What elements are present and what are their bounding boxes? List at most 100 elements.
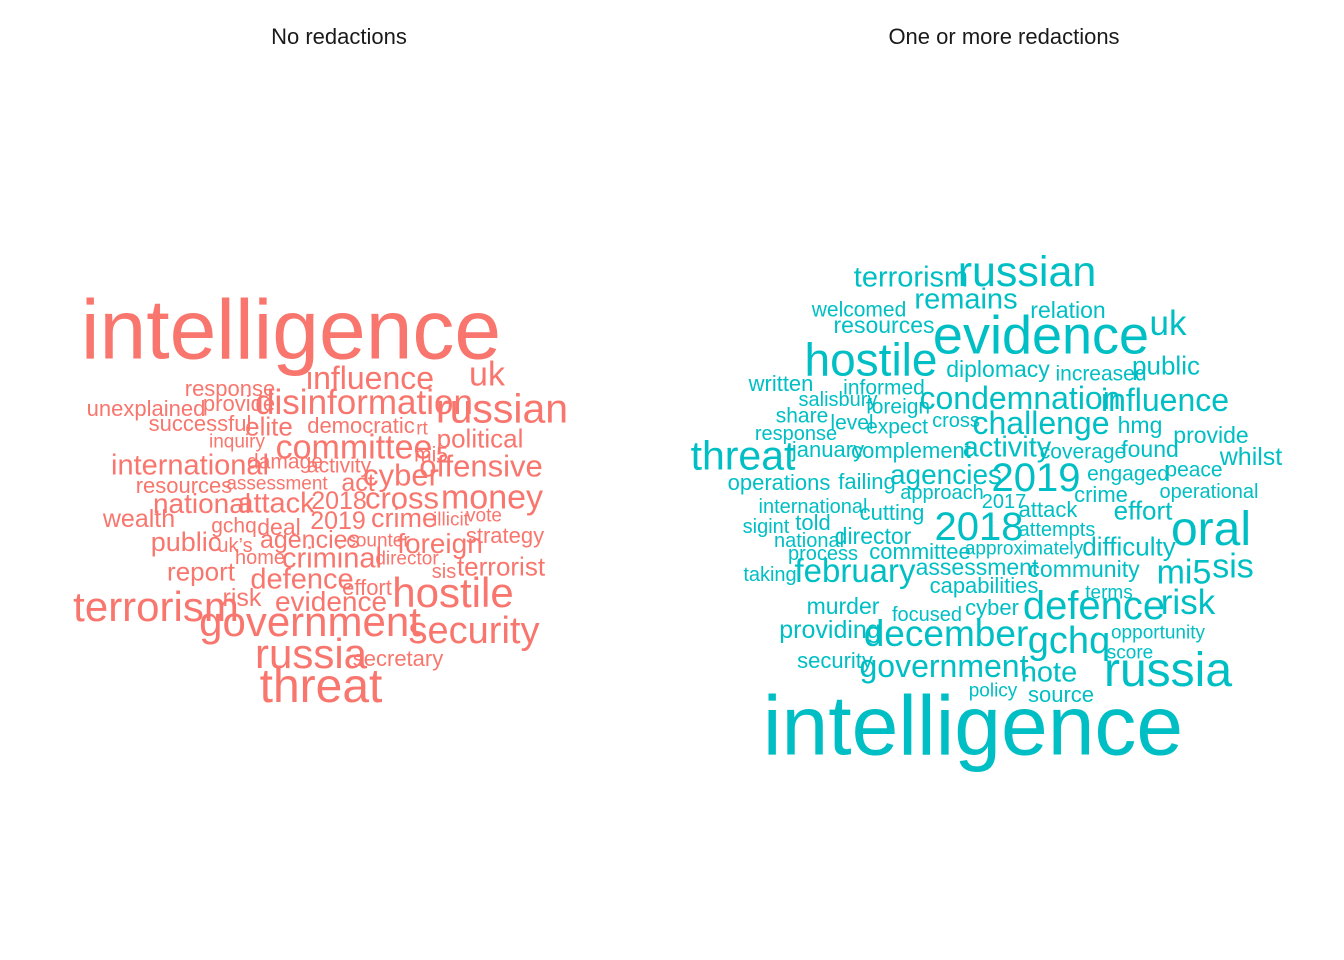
word-opportunity: opportunity — [1110, 622, 1206, 644]
word-committee: committee — [869, 538, 971, 564]
word-russia: russia — [254, 629, 368, 677]
word-policy: policy — [968, 680, 1018, 702]
word-failing: failing — [838, 468, 896, 494]
word-damage: damage — [247, 450, 323, 474]
word-government: government — [199, 597, 421, 645]
word-sis: sis — [431, 561, 457, 583]
word-peace: peace — [1165, 458, 1223, 482]
word-foreign: foreign — [397, 528, 483, 560]
word-attempts: attempts — [1018, 519, 1096, 541]
word-defence: defence — [1022, 584, 1166, 628]
word-oral: oral — [1170, 503, 1252, 557]
word-operational: operational — [1159, 481, 1259, 503]
word-report: report — [167, 556, 235, 587]
word-director: director — [834, 523, 912, 550]
word-agencies: agencies — [259, 526, 361, 554]
word-unexplained: unexplained — [86, 395, 206, 421]
word-gchq: gchq — [211, 514, 257, 538]
word-2018: 2018 — [311, 487, 367, 515]
word-hostile: hostile — [804, 333, 938, 386]
word-sis: sis — [1212, 547, 1254, 586]
word-uk: uk — [1149, 304, 1187, 343]
word-2019: 2019 — [310, 507, 366, 535]
word-process: process — [787, 543, 859, 565]
word-hmg: hmg — [1117, 412, 1163, 439]
word-criminal: criminal — [282, 542, 382, 575]
word-terrorism: terrorism — [73, 582, 239, 630]
word-public: public — [150, 526, 222, 557]
word-share: share — [775, 404, 829, 428]
word-democratic: democratic — [307, 412, 415, 438]
word-russian: russian — [435, 385, 569, 432]
word-terrorism: terrorism — [853, 261, 969, 294]
word-public: public — [1132, 350, 1200, 381]
word-disinformation: disinformation — [255, 383, 473, 422]
word-threat: threat — [690, 432, 796, 479]
word-director: director — [375, 548, 439, 570]
word-provide: provide — [1173, 422, 1249, 449]
word-threat: threat — [259, 660, 383, 714]
word-relation: relation — [1030, 297, 1106, 324]
word-cyber: cyber — [965, 594, 1019, 620]
word-russian: russian — [957, 248, 1097, 297]
word-illicit: illicit — [433, 509, 469, 531]
word-engaged: engaged — [1087, 462, 1169, 486]
word-uk-s: uk’s — [217, 535, 253, 557]
word-approximately: approximately — [964, 538, 1084, 560]
word-intelligence: intelligence — [80, 282, 502, 377]
panel-title-no-redactions: No redactions — [271, 24, 407, 49]
word-expect: expect — [866, 415, 928, 439]
word-operations: operations — [727, 469, 831, 495]
word-january: january — [791, 436, 865, 462]
word-provide: provide — [202, 390, 276, 416]
word-evidence: evidence — [274, 586, 388, 618]
word-mi5: mi5 — [414, 443, 448, 467]
word-crime: crime — [371, 502, 437, 533]
word-welcomed: welcomed — [811, 298, 907, 322]
word-mi5: mi5 — [1156, 553, 1212, 592]
word-score: score — [1106, 642, 1154, 664]
word-evidence: evidence — [932, 305, 1150, 366]
word-note: note — [1020, 656, 1078, 689]
word-counter: counter — [346, 530, 410, 552]
word-security: security — [797, 647, 873, 673]
word-influence: influence — [1100, 381, 1230, 418]
word-attack: attack — [1018, 496, 1078, 522]
word-gchq: gchq — [1027, 620, 1111, 663]
word-government: government — [859, 647, 1029, 684]
word-assessment: assessment — [915, 554, 1039, 581]
word-rt: rt — [416, 418, 428, 440]
word-challenge: challenge — [972, 404, 1110, 441]
word-2018: 2018 — [934, 505, 1024, 549]
word-level: level — [830, 411, 874, 435]
word-told: told — [795, 509, 831, 535]
word-wealth: wealth — [102, 505, 176, 533]
word-complement: complement — [851, 437, 971, 463]
word-capabilities: capabilities — [929, 572, 1039, 598]
word-russia: russia — [1103, 644, 1233, 698]
word-influence: influence — [305, 359, 435, 396]
word-act: act — [341, 469, 375, 497]
word-successful: successful — [148, 410, 252, 436]
word-crime: crime — [1074, 481, 1128, 507]
word-cyber: cyber — [363, 457, 439, 493]
word-hostile: hostile — [392, 568, 514, 616]
word-approach: approach — [900, 482, 984, 504]
word-2019: 2019 — [991, 456, 1081, 500]
word-effort: effort — [342, 574, 392, 600]
word-security: security — [408, 610, 540, 653]
word-coverage: coverage — [1039, 440, 1127, 464]
word-vote: vote — [466, 505, 502, 527]
word-home: home — [234, 547, 286, 569]
word-remains: remains — [914, 283, 1018, 316]
word-resources: resources — [135, 472, 233, 498]
word-diplomacy: diplomacy — [946, 356, 1050, 383]
word-difficulty: difficulty — [1082, 531, 1176, 562]
word-foreign: foreign — [865, 395, 931, 419]
word-international: international — [111, 449, 269, 482]
word-offensive: offensive — [419, 448, 543, 484]
panel-title-one-or-more-redactions: One or more redactions — [888, 24, 1120, 49]
word-risk: risk — [222, 584, 262, 612]
word-cross: cross — [364, 480, 440, 516]
